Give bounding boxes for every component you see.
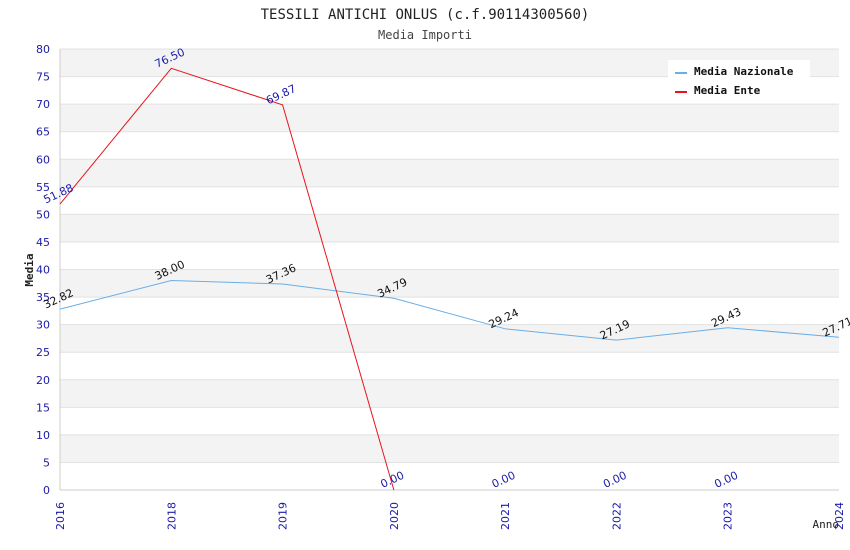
series-layer <box>59 67 840 491</box>
grid-band <box>60 462 839 490</box>
legend-box <box>668 60 810 102</box>
y-tick-label: 70 <box>36 98 50 111</box>
x-tick-label: 2020 <box>388 502 401 530</box>
grid-band <box>60 131 839 160</box>
legend-label-media-ente: Media Ente <box>694 84 761 97</box>
y-tick-label: 55 <box>36 181 50 194</box>
series-line-media-nazionale <box>59 280 840 341</box>
y-tick-label: 20 <box>36 374 50 387</box>
x-tick-label: 2018 <box>165 502 178 530</box>
x-tick-label: 2023 <box>722 502 735 530</box>
grid-band <box>60 214 839 242</box>
grid-band <box>60 379 839 408</box>
y-tick-label: 15 <box>36 401 50 414</box>
grid-band <box>60 269 839 298</box>
x-tick-label: 2019 <box>277 502 290 530</box>
x-axis-label: Anno <box>813 518 840 531</box>
grid-band <box>60 352 839 380</box>
x-tick-label: 2022 <box>610 502 623 530</box>
grid-lines <box>60 48 839 491</box>
grid-band <box>60 434 839 463</box>
y-tick-label: 60 <box>36 153 50 166</box>
x-tick-label: 2024 <box>833 502 846 530</box>
y-tick-label: 50 <box>36 208 50 221</box>
legend-label-media-nazionale: Media Nazionale <box>694 65 794 78</box>
y-tick-label: 30 <box>36 319 50 332</box>
y-tick-label: 10 <box>36 429 50 442</box>
y-tick-label: 65 <box>36 126 50 139</box>
series-line-media-ente <box>59 67 395 491</box>
grid-band <box>60 104 839 132</box>
y-tick-label: 45 <box>36 236 50 249</box>
grid-band <box>60 186 839 215</box>
legend: Media Nazionale Media Ente <box>668 60 810 102</box>
plot-background-bands <box>60 49 839 490</box>
grid-band <box>60 324 839 353</box>
grid-band <box>60 407 839 435</box>
y-tick-label: 40 <box>36 264 50 277</box>
x-axis-ticks: 2016 2018 2019 2020 2021 2022 2023 2024 <box>54 502 846 530</box>
chart-title: TESSILI ANTICHI ONLUS (c.f.90114300560) <box>261 7 590 23</box>
y-tick-label: 25 <box>36 346 50 359</box>
chart-subtitle: Media Importi <box>378 28 472 42</box>
y-tick-label: 5 <box>43 456 50 469</box>
y-tick-label: 0 <box>43 484 50 497</box>
y-tick-label: 35 <box>36 291 50 304</box>
x-tick-label: 2016 <box>54 502 67 530</box>
y-tick-label: 80 <box>36 43 50 56</box>
y-axis-ticks: 0 5 10 15 20 25 30 35 40 45 50 55 60 65 70 75 80 <box>36 43 50 497</box>
grid-band <box>60 241 839 270</box>
x-tick-label: 2021 <box>499 502 512 530</box>
y-axis-label: Media <box>23 253 36 286</box>
grid-band <box>60 159 839 187</box>
grid-band <box>60 297 839 325</box>
y-tick-label: 75 <box>36 71 50 84</box>
